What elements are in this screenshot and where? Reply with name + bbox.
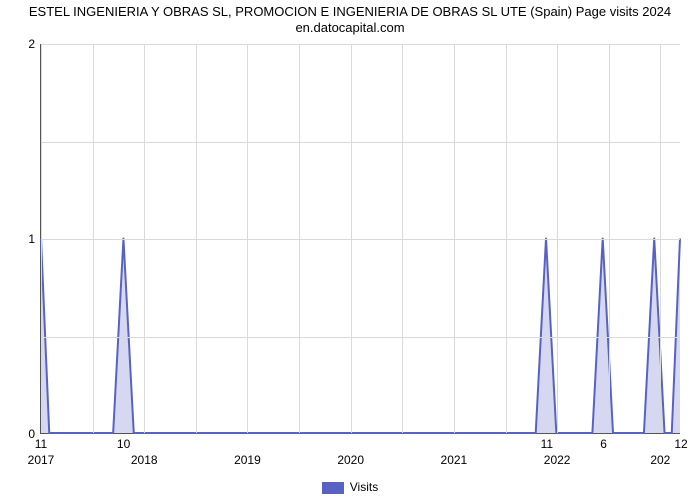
- grid-line-horizontal: [41, 44, 680, 45]
- grid-line-vertical: [454, 44, 455, 433]
- data-point-label: 10: [117, 437, 130, 451]
- y-axis-tick-label: 1: [28, 232, 35, 246]
- x-axis-tick-label: 202: [650, 453, 670, 467]
- legend-label: Visits: [350, 480, 378, 494]
- grid-line-vertical: [506, 44, 507, 433]
- x-axis-tick-label: 2019: [234, 453, 261, 467]
- grid-line-vertical: [41, 44, 42, 433]
- grid-line-horizontal: [41, 337, 680, 338]
- grid-line-vertical: [299, 44, 300, 433]
- data-point-label: 11: [35, 437, 47, 451]
- x-axis-tick-label: 2017: [28, 453, 55, 467]
- chart-plot-area: 012201720182019202020212022202111011612: [40, 44, 680, 434]
- chart-legend: Visits: [0, 480, 700, 494]
- grid-line-vertical: [351, 44, 352, 433]
- chart-title: ESTEL INGENIERIA Y OBRAS SL, PROMOCION E…: [0, 4, 700, 37]
- grid-line-vertical: [144, 44, 145, 433]
- grid-line-vertical: [609, 44, 610, 433]
- grid-line-horizontal: [41, 239, 680, 240]
- data-point-label: 6: [600, 437, 607, 451]
- grid-line-vertical: [660, 44, 661, 433]
- grid-line-vertical: [247, 44, 248, 433]
- title-line-1: ESTEL INGENIERIA Y OBRAS SL, PROMOCION E…: [29, 4, 671, 19]
- grid-line-vertical: [402, 44, 403, 433]
- y-axis-tick-label: 2: [28, 37, 35, 51]
- x-axis-tick-label: 2021: [441, 453, 468, 467]
- grid-line-vertical: [196, 44, 197, 433]
- x-axis-tick-label: 2020: [337, 453, 364, 467]
- title-line-2: en.datocapital.com: [295, 20, 404, 35]
- data-point-label: 11: [541, 437, 553, 451]
- grid-line-vertical: [93, 44, 94, 433]
- grid-line-vertical: [557, 44, 558, 433]
- x-axis-tick-label: 2022: [544, 453, 571, 467]
- grid-line-horizontal: [41, 142, 680, 143]
- legend-swatch: [322, 482, 344, 494]
- x-axis-tick-label: 2018: [131, 453, 158, 467]
- data-point-label: 12: [674, 437, 687, 451]
